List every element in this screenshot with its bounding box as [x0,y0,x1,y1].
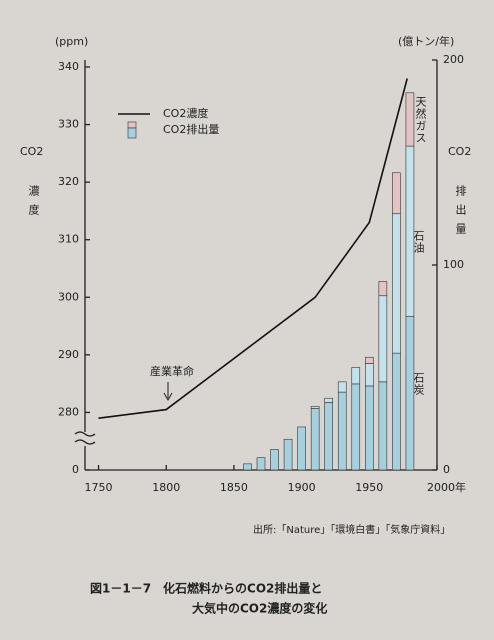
caption: 大気中のCO2濃度の変化 [192,601,327,616]
annotation-arrow [163,392,173,402]
left-label: 濃度 [27,184,40,223]
legend-label: CO2排出量 [163,122,219,136]
bar-segment [378,281,388,297]
y2-tick-label: 200 [443,53,464,66]
y2-tick-label: 0 [443,463,450,476]
bar-segment [392,172,401,215]
y-tick-label: 280 [58,405,79,418]
y-tick-label: 290 [58,348,79,361]
bar-segment [405,92,415,147]
bar-segment [297,426,306,471]
legend-swatch [127,121,137,129]
bar-segment [392,352,401,471]
x-tick-label: 2000年 [427,480,466,494]
x-tick-label: 1900 [288,481,316,494]
right-label: CO2 [448,145,471,158]
y-tick-label: 340 [58,60,79,73]
bar-segment [283,438,293,471]
y-tick-label: 320 [58,175,79,188]
y-tick-label: 0 [72,463,79,476]
bar-segment [270,449,279,471]
y2-tick-label: 100 [443,258,464,271]
y-tick-label: 330 [58,118,79,131]
axis-break [74,431,96,445]
bar-segment [405,315,415,471]
y-tick-label: 300 [58,290,79,303]
x-tick-label: 1950 [355,481,383,494]
bar-segment [324,397,333,403]
bar-segment [310,408,320,471]
bar-segment [351,367,361,385]
caption: 図1－1－7 化石燃料からのCO2排出量と [90,581,322,596]
bar-segment [378,381,388,471]
bar-segment [405,145,415,317]
bar-segment [365,385,374,471]
x-tick-label: 1800 [152,481,180,494]
bar-segment [243,463,252,471]
legend-swatch [127,127,137,139]
source: 出所:「Nature」「環境白書」「気象庁資料」 [253,523,450,536]
series-label: 石油 [412,230,425,254]
bar-segment [351,383,361,471]
concentration-line [98,78,408,419]
bar-segment [256,457,266,471]
bar-segment [337,391,347,471]
left-label: CO2 [20,145,43,158]
y-tick-label: 310 [58,233,79,246]
bar-segment [365,356,374,364]
bar-segment [324,402,333,471]
bar-segment [378,295,388,383]
series-label: 石炭 [412,372,425,396]
x-tick-label: 1750 [85,481,113,494]
bar-segment [392,213,401,354]
right-label: 排出量 [454,184,467,242]
series-label: 天然ガス [414,96,427,144]
bar-segment [310,406,320,409]
bar-segment [365,363,374,387]
bar-segment [337,381,347,393]
right-unit: (億トン/年) [398,34,454,48]
legend-label: CO2濃度 [163,106,208,120]
x-tick-label: 1850 [220,481,248,494]
annotation: 産業革命 [150,364,194,378]
left-unit: (ppm) [55,35,88,48]
